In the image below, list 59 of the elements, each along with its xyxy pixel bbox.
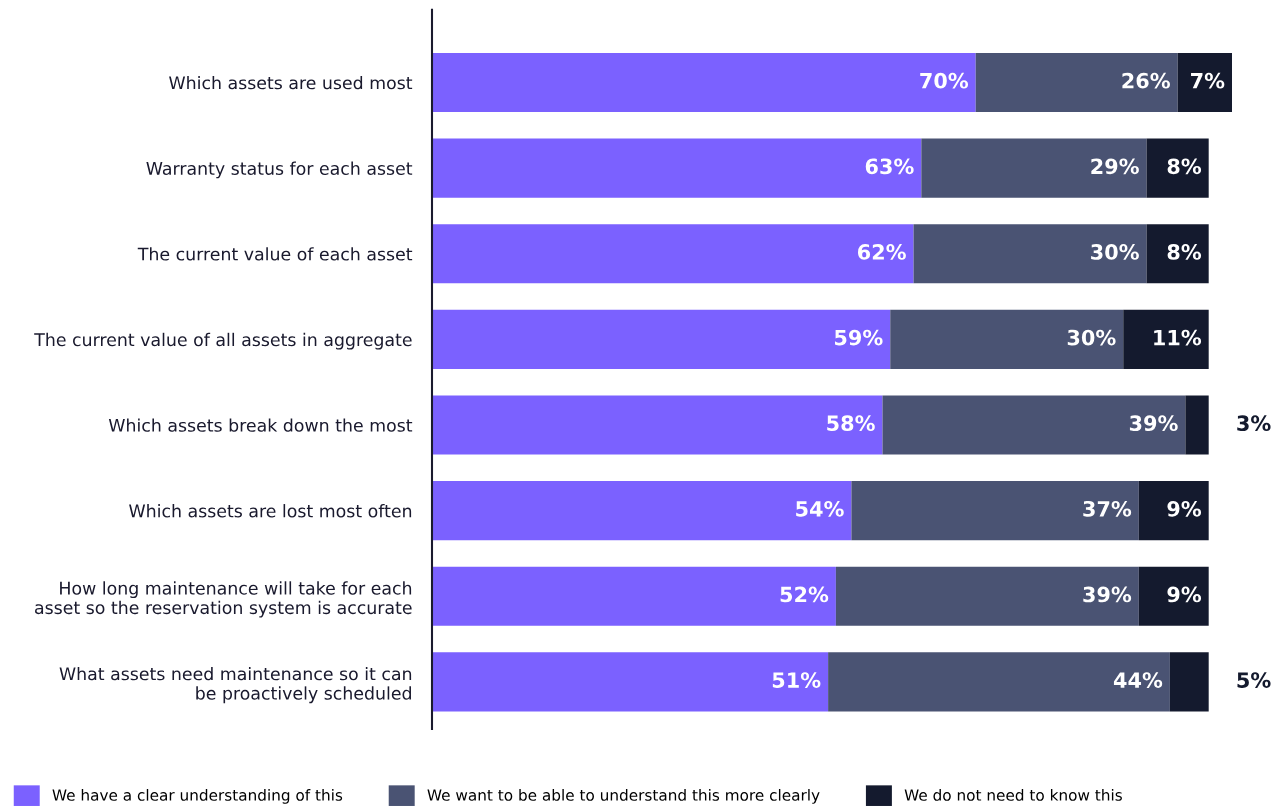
bar	[1138, 566, 1209, 626]
data-label: 39%	[1129, 415, 1178, 432]
y-tick-label: Which assets break down the most	[108, 418, 413, 432]
bar	[913, 224, 1147, 284]
data-label: 39%	[1083, 586, 1132, 603]
data-label: 26%	[1122, 72, 1170, 89]
legend-label: We have a clear understanding of this	[52, 789, 343, 804]
bar	[890, 309, 1124, 369]
bar	[828, 652, 1170, 712]
data-label: 7%	[1191, 72, 1225, 89]
data-label: 9%	[1167, 500, 1202, 517]
y-tick-label: The current value of all assets in aggregate	[34, 332, 412, 350]
bar	[921, 138, 1147, 198]
y-tick-label: The current value of each asset	[137, 247, 413, 261]
y-tick-label: Which assets are lost most often	[129, 504, 412, 518]
bar	[1146, 138, 1209, 198]
data-label: 44%	[1113, 672, 1163, 688]
bar	[975, 52, 1178, 113]
bar	[1123, 309, 1209, 369]
legend-label: We do not need to know this	[904, 789, 1122, 801]
data-label: 63%	[865, 158, 914, 175]
bar	[432, 309, 891, 369]
data-label: 8%	[1167, 158, 1202, 175]
data-label: 58%	[827, 415, 875, 432]
data-label: 52%	[780, 586, 829, 603]
y-tick-label: How long maintenance will take for each asset so the reservation system is accurate	[35, 581, 412, 618]
bar	[432, 481, 852, 541]
y-tick-label: Which assets are used most	[169, 75, 413, 90]
bar	[432, 652, 829, 712]
data-label: 59%	[835, 329, 883, 346]
bar	[432, 138, 922, 198]
data-label: 70%	[920, 72, 969, 89]
y-tick-label: What assets need maintenance so it can be proactively scheduled	[59, 666, 412, 704]
data-label: 3%	[1237, 415, 1271, 432]
bar	[851, 481, 1139, 541]
data-label: 8%	[1167, 244, 1202, 260]
bar	[432, 224, 914, 284]
bar	[835, 566, 1139, 626]
bar	[1177, 52, 1232, 113]
legend-label: We want to be able to understand this more clearly	[427, 789, 820, 804]
data-label: 54%	[796, 500, 844, 517]
data-label: 30%	[1067, 329, 1116, 346]
bar	[882, 395, 1186, 455]
bar	[1146, 224, 1209, 284]
data-label: 9%	[1167, 586, 1202, 603]
data-label: 11%	[1154, 329, 1202, 346]
bar	[1185, 395, 1209, 455]
data-label: 62%	[857, 244, 906, 260]
data-label: 30%	[1091, 244, 1139, 260]
data-label: 5%	[1237, 672, 1271, 688]
y-tick-label: Warranty status for each asset	[146, 161, 413, 179]
bar	[432, 395, 883, 455]
bar	[432, 566, 836, 626]
data-label: 29%	[1091, 158, 1139, 175]
data-label: 37%	[1083, 500, 1132, 517]
bar	[432, 52, 976, 113]
bar	[1169, 652, 1209, 712]
data-label: 51%	[772, 672, 821, 688]
bar	[1138, 481, 1209, 541]
